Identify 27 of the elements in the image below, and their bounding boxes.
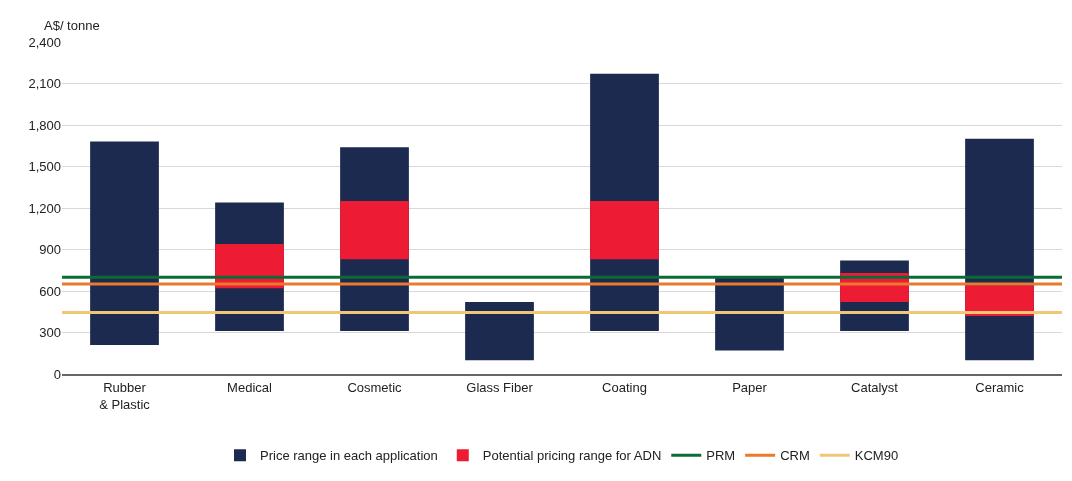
x-tick-label: Ceramic <box>975 379 1025 395</box>
y-axis-title: A$/ tonne <box>44 18 100 33</box>
x-tick-label: Coating <box>602 379 647 395</box>
y-tick-label: 1,200 <box>28 200 61 216</box>
legend-label: KCM90 <box>854 448 899 464</box>
y-tick-label: 600 <box>39 283 61 299</box>
x-tick-label: Medical <box>227 379 273 395</box>
y-tick-label: 2,400 <box>28 34 61 50</box>
bar <box>90 141 159 345</box>
y-tick-label: 0 <box>53 366 61 382</box>
legend-label: PRM <box>706 448 736 464</box>
bar <box>340 201 409 260</box>
y-tick-label: 1,800 <box>28 117 61 133</box>
y-tick-label: 900 <box>39 242 61 258</box>
x-tick-label: Cosmetic <box>347 379 403 395</box>
legend-label: Price range in each application <box>260 448 438 464</box>
legend-label: CRM <box>780 448 810 464</box>
x-tick-label: Rubber & Plastic <box>99 379 151 412</box>
y-tick-label: 1,500 <box>28 159 61 175</box>
bar <box>590 201 659 260</box>
y-tick-label: 2,100 <box>28 76 61 92</box>
legend-label: Potential pricing range for ADN <box>482 448 662 464</box>
y-tick-label: 300 <box>39 325 61 341</box>
x-tick-label: Catalyst <box>851 379 899 395</box>
bar <box>465 302 534 361</box>
x-tick-label: Paper <box>732 379 768 395</box>
x-tick-label: Glass Fiber <box>466 379 534 395</box>
